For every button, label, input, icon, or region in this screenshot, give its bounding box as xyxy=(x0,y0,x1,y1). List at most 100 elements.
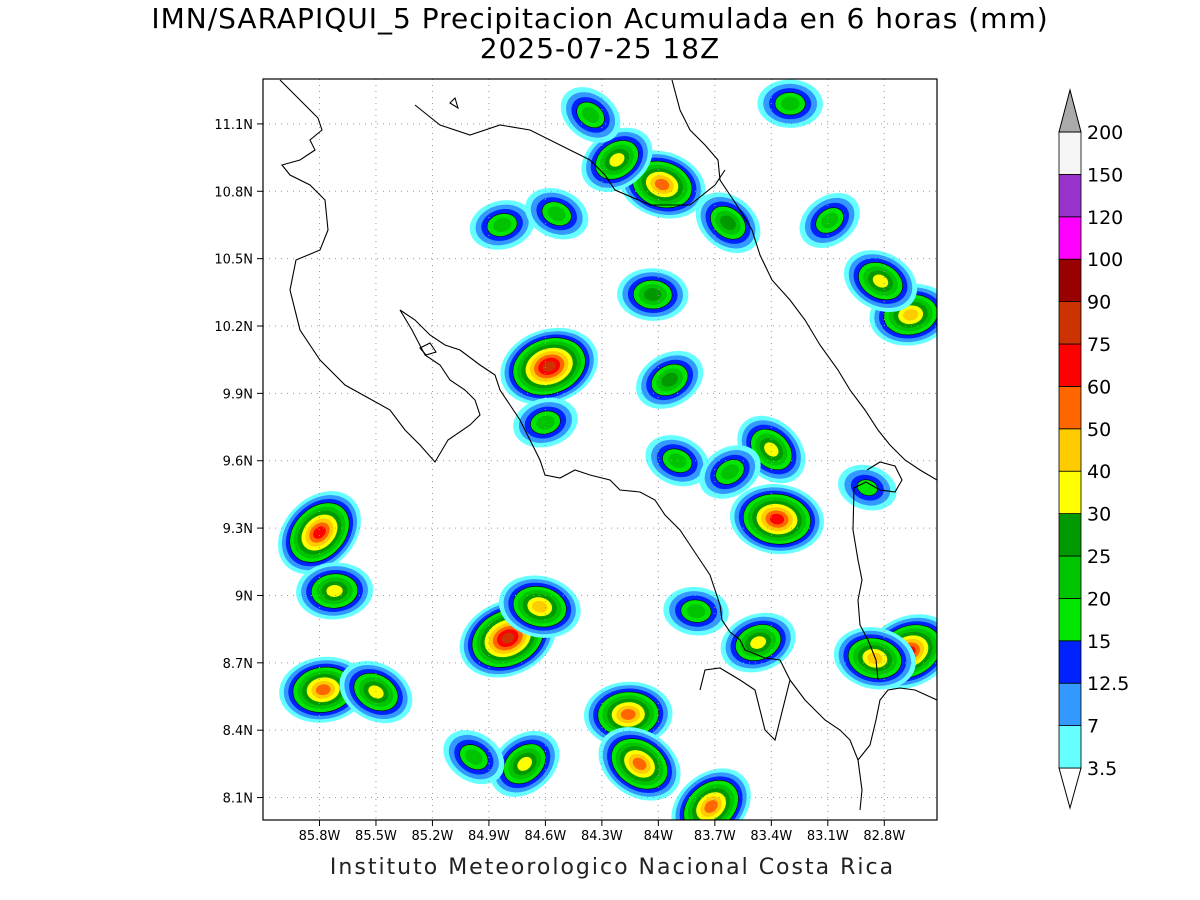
colorbar-label: 90 xyxy=(1087,292,1111,314)
lat-tick-label: 11.1N xyxy=(214,118,253,133)
colorbar-label: 200 xyxy=(1087,122,1123,144)
colorbar-label: 25 xyxy=(1087,546,1111,568)
colorbar-label: 75 xyxy=(1087,334,1111,356)
precip-contour xyxy=(368,685,384,699)
precip-field xyxy=(278,79,937,820)
precip-cell xyxy=(598,727,681,801)
lon-tick-label: 84.3W xyxy=(581,829,623,844)
lat-tick-label: 8.4N xyxy=(223,724,253,739)
precip-cell xyxy=(443,730,505,785)
precip-contour xyxy=(536,415,555,430)
lon-tick-label: 85.5W xyxy=(355,829,397,844)
nicaragua-border xyxy=(414,104,726,206)
longitude-labels: 85.8W 85.5W 85.2W 84.9W 84.6W 84.3W 84W 83.7W 83… xyxy=(299,829,906,844)
caribbean-coast xyxy=(671,79,937,481)
precip-contour xyxy=(542,361,556,372)
lon-tick-label: 85.2W xyxy=(412,829,454,844)
colorbar-label: 30 xyxy=(1087,504,1111,526)
precip-cell xyxy=(500,327,598,405)
colorbar-label: 15 xyxy=(1087,631,1111,653)
lat-tick-label: 8.7N xyxy=(223,657,253,672)
colorbar-swatch xyxy=(1058,725,1082,769)
precip-cell xyxy=(617,268,689,321)
colorbar-swatch xyxy=(1058,640,1082,684)
precip-cell xyxy=(720,612,796,673)
lon-tick-label: 84.6W xyxy=(524,829,566,844)
precip-contour xyxy=(313,526,326,539)
colorbar-label: 12.5 xyxy=(1087,673,1129,695)
lat-tick-label: 9.6N xyxy=(223,455,253,470)
precip-cell xyxy=(525,188,589,240)
lon-tick-label: 83.7W xyxy=(694,829,736,844)
colorbar: 3.5 7 12.5 15 20 25 30 40 50 60 75 90 100 120 150 200 xyxy=(1058,88,1129,810)
precip-cell xyxy=(843,250,918,313)
precip-contour xyxy=(609,153,625,167)
precip-cell xyxy=(489,730,560,797)
precip-contour xyxy=(780,96,800,111)
precip-cell xyxy=(729,484,824,555)
lat-tick-label: 10.8N xyxy=(214,185,253,200)
coastlines xyxy=(279,79,937,811)
colorbar-swatch xyxy=(1058,343,1082,387)
map-date: 2025-07-25 18Z xyxy=(479,32,721,65)
plot-frame xyxy=(262,78,938,821)
precip-contour xyxy=(902,309,919,321)
precip-cell xyxy=(339,660,413,724)
lat-tick-label: 10.2N xyxy=(214,320,253,335)
precip-cell xyxy=(513,397,578,448)
colorbar-label: 50 xyxy=(1087,419,1111,441)
colorbar-label: 60 xyxy=(1087,376,1111,398)
colorbar-label: 40 xyxy=(1087,461,1111,483)
colorbar-swatch xyxy=(1058,682,1082,727)
colorbar-label: 7 xyxy=(1087,716,1099,738)
precip-cell xyxy=(671,768,751,820)
precip-contour xyxy=(517,756,533,771)
precip-contour xyxy=(769,513,785,525)
colorbar-swatch xyxy=(1058,216,1082,260)
colorbar-swatch xyxy=(1058,131,1082,175)
precip-contour xyxy=(661,372,678,387)
lon-tick-label: 85.8W xyxy=(299,829,341,844)
colorbar-swatch xyxy=(1058,598,1082,642)
precip-contour xyxy=(315,684,331,696)
precip-contour xyxy=(632,757,647,770)
colorbar-label: 150 xyxy=(1087,164,1123,186)
precip-cell xyxy=(636,350,704,409)
lon-tick-label: 84.9W xyxy=(468,829,510,844)
colorbar-swatch xyxy=(1058,173,1082,218)
precipitation-map: 11.1N 10.8N 10.5N 10.2N 9.9N 9.6N 9.3N 9N 8.7N 8.… xyxy=(214,78,1129,844)
lat-tick-label: 9.3N xyxy=(223,522,253,537)
lat-tick-label: 10.5N xyxy=(214,253,253,268)
precip-contour xyxy=(501,632,515,644)
colorbar-swatch xyxy=(1058,258,1082,303)
precip-contour xyxy=(547,206,566,222)
colorbar-swatch xyxy=(1058,301,1082,345)
colorbar-upper-arrow xyxy=(1058,88,1082,133)
colorbar-lower-arrow xyxy=(1058,767,1082,810)
precip-cell xyxy=(296,562,374,620)
colorbar-label: 100 xyxy=(1087,249,1123,271)
lat-tick-label: 9.9N xyxy=(223,387,253,402)
colorbar-swatch xyxy=(1058,513,1082,557)
precip-cell xyxy=(498,575,581,638)
precip-cell xyxy=(799,192,860,248)
lon-tick-label: 83.4W xyxy=(750,829,792,844)
lon-tick-label: 82.8W xyxy=(863,829,905,844)
gulf-of-nicoya-coast xyxy=(399,309,791,742)
lon-tick-label: 84W xyxy=(644,829,674,844)
precip-contour xyxy=(465,749,483,765)
colorbar-label: 120 xyxy=(1087,207,1123,229)
lon-tick-label: 83.1W xyxy=(807,829,849,844)
precip-cell xyxy=(757,79,823,128)
small-island xyxy=(449,96,459,110)
colorbar-swatch xyxy=(1058,428,1082,472)
precip-contour xyxy=(721,464,739,480)
precip-cell xyxy=(663,586,729,636)
lat-tick-label: 9N xyxy=(235,589,253,604)
colorbar-swatch xyxy=(1058,385,1082,430)
colorbar-label: 20 xyxy=(1087,588,1111,610)
precip-contour xyxy=(720,215,736,231)
precip-cell xyxy=(560,87,621,143)
precip-contour xyxy=(620,709,636,720)
colorbar-label: 3.5 xyxy=(1087,758,1117,780)
